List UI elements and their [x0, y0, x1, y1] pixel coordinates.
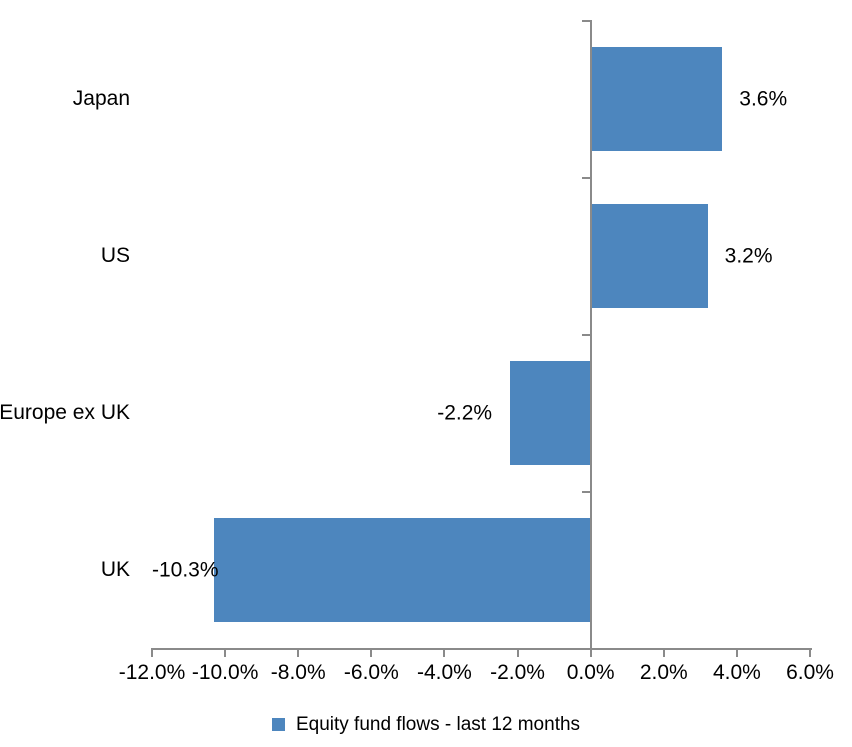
x-tick-mark [662, 648, 665, 657]
x-tick-mark [370, 648, 373, 657]
zero-axis-line [589, 20, 592, 648]
row-tick-mark [581, 177, 590, 179]
x-tick-mark [735, 648, 738, 657]
x-tick-label: 6.0% [786, 661, 834, 684]
x-tick-mark [809, 648, 811, 657]
bar [214, 517, 591, 622]
category-label: Japan [72, 87, 130, 110]
row-tick-mark [581, 491, 590, 493]
row-tick-mark [581, 334, 590, 336]
x-tick-label: -12.0% [118, 661, 186, 684]
x-tick-mark [151, 648, 153, 657]
x-tick-mark [443, 648, 446, 657]
x-tick-label: -10.0% [191, 661, 259, 684]
category-label: UK [100, 558, 130, 581]
legend-swatch [271, 717, 285, 731]
x-tick-label: -8.0% [270, 661, 326, 684]
bar [590, 203, 708, 308]
x-tick-mark [589, 648, 592, 657]
x-tick-mark [224, 648, 227, 657]
category-label: Europe ex UK [0, 401, 130, 424]
x-tick-label: 0.0% [566, 661, 615, 684]
x-axis-line [151, 648, 812, 650]
x-tick-label: -2.0% [490, 661, 545, 684]
legend: Equity fund flows - last 12 months [0, 710, 852, 738]
x-tick-mark [297, 648, 300, 657]
bar [510, 360, 591, 465]
bar-data-label: 3.2% [724, 244, 773, 267]
bar [590, 46, 723, 151]
bar-data-label: -10.3% [152, 558, 219, 581]
x-tick-label: -4.0% [417, 661, 472, 684]
x-tick-label: 4.0% [712, 661, 761, 684]
bar-data-label: 3.6% [739, 87, 788, 110]
legend-label: Equity fund flows - last 12 months [295, 713, 581, 735]
category-label: US [100, 244, 130, 267]
row-tick-mark [581, 20, 590, 22]
bar-data-label: -2.2% [437, 401, 493, 424]
x-tick-label: -6.0% [343, 661, 399, 684]
x-tick-mark [516, 648, 519, 657]
x-tick-label: 2.0% [639, 661, 688, 684]
